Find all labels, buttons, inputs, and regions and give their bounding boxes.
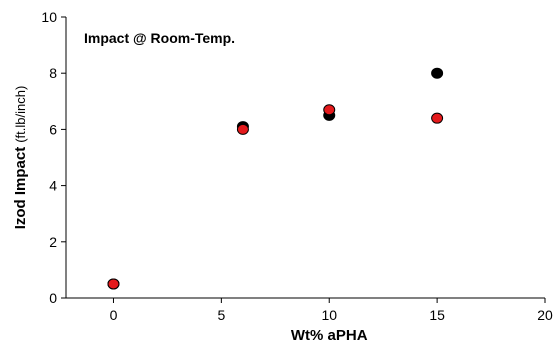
y-tick-label: 4 bbox=[49, 178, 57, 194]
y-tick-label: 2 bbox=[49, 234, 57, 250]
x-tick-label: 15 bbox=[429, 307, 445, 323]
y-axis-label-unit: (ft.lb/inch) bbox=[13, 86, 28, 143]
y-tick-label: 10 bbox=[41, 9, 57, 25]
x-axis-label: Wt% aPHA bbox=[291, 327, 368, 344]
data-point-series-1 bbox=[431, 67, 444, 79]
data-points bbox=[107, 67, 444, 290]
data-point-series-2 bbox=[431, 112, 444, 124]
axes bbox=[65, 17, 545, 299]
data-point-series-2 bbox=[107, 278, 120, 290]
x-tick-label: 20 bbox=[537, 307, 553, 323]
chart-title: Impact @ Room-Temp. bbox=[84, 30, 235, 46]
data-point-series-2 bbox=[236, 123, 249, 135]
y-tick-label: 8 bbox=[49, 65, 57, 81]
y-ticks: 0 2 4 6 8 10 bbox=[41, 9, 66, 306]
x-tick-label: 0 bbox=[110, 307, 118, 323]
data-point-series-2 bbox=[323, 104, 336, 116]
x-tick-label: 5 bbox=[217, 307, 225, 323]
y-tick-label: 6 bbox=[49, 121, 57, 137]
x-tick-label: 10 bbox=[321, 307, 337, 323]
y-axis-label-main: Izod Impact bbox=[12, 147, 29, 230]
y-tick-label: 0 bbox=[49, 290, 57, 306]
x-ticks: 0 5 10 15 20 bbox=[110, 298, 553, 323]
y-axis-label: Izod Impact (ft.lb/inch) bbox=[12, 86, 29, 230]
